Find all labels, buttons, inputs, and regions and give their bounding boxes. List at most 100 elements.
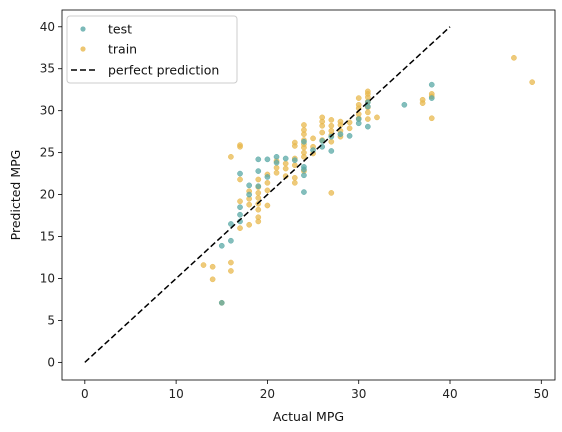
data-point-test: [246, 182, 253, 189]
legend-marker-test: [80, 26, 86, 32]
data-point-test: [218, 299, 225, 306]
data-point-test: [301, 189, 307, 195]
data-point-train: [246, 221, 253, 228]
data-point-train: [255, 176, 262, 183]
data-point-train: [291, 174, 298, 181]
data-point-train: [355, 101, 362, 108]
data-point-train: [511, 54, 517, 61]
data-point-train: [209, 276, 216, 283]
data-point-train: [328, 127, 335, 134]
data-point-test: [301, 138, 307, 145]
data-point-test: [264, 174, 271, 180]
data-point-test: [237, 211, 243, 218]
data-point-test: [218, 242, 225, 249]
data-point-train: [346, 119, 353, 126]
data-point-test: [255, 156, 262, 163]
data-point-test: [255, 168, 262, 174]
data-point-train: [364, 109, 371, 116]
axis-ticks: 0 10 20 30 40 50 0 5 10 15 20 25 30 35 40: [40, 20, 549, 401]
data-point-test: [237, 204, 243, 211]
y-tick-label: 35: [40, 62, 55, 76]
y-tick-label: 40: [40, 20, 55, 34]
data-point-test: [337, 131, 344, 138]
x-tick-label: 30: [351, 387, 366, 401]
data-point-test: [264, 156, 271, 163]
x-tick-label: 50: [534, 387, 549, 401]
data-point-train: [255, 190, 262, 196]
data-point-train: [364, 116, 371, 122]
data-point-test: [401, 101, 408, 108]
plot-frame: [61, 9, 556, 381]
perfect-prediction-line: [84, 26, 451, 363]
legend-label-test: test: [108, 22, 132, 37]
data-point-test: [228, 237, 234, 244]
data-point-train: [319, 129, 326, 136]
data-point-test: [291, 157, 298, 164]
y-tick-label: 0: [47, 355, 55, 369]
data-point-test: [301, 172, 307, 179]
data-point-train: [255, 214, 262, 221]
data-point-train: [419, 96, 426, 103]
data-point-train: [328, 190, 335, 196]
data-point-train: [328, 117, 335, 123]
data-point-train: [273, 164, 280, 171]
data-point-train: [237, 225, 243, 231]
legend: test train perfect prediction: [66, 15, 238, 84]
data-point-train: [264, 179, 271, 186]
y-tick-label: 5: [47, 313, 55, 327]
x-axis-label: Actual MPG: [273, 409, 344, 424]
y-tick-label: 20: [40, 188, 55, 202]
data-point-test: [273, 159, 280, 166]
legend-label-train: train: [108, 42, 137, 57]
data-point-train: [209, 263, 216, 270]
data-point-test: [428, 95, 435, 101]
plot-area: [61, 9, 556, 381]
x-tick-label: 40: [442, 387, 457, 401]
y-tick-label: 25: [40, 146, 55, 160]
data-point-train: [364, 88, 371, 95]
x-tick-label: 20: [260, 387, 275, 401]
data-point-test: [273, 153, 280, 160]
data-point-train: [355, 95, 362, 101]
data-point-train: [273, 169, 280, 176]
data-point-train: [529, 79, 536, 86]
data-point-test: [255, 183, 262, 190]
data-point-train: [319, 114, 326, 121]
data-point-train: [264, 187, 271, 194]
data-point-train: [255, 195, 262, 201]
data-point-test: [282, 155, 289, 162]
data-point-train: [228, 259, 234, 266]
data-point-train: [264, 202, 271, 209]
y-tick-label: 30: [40, 104, 55, 118]
data-point-train: [428, 115, 435, 122]
data-point-test: [246, 191, 253, 198]
data-point-train: [237, 142, 243, 148]
data-point-test: [301, 164, 307, 170]
data-point-train: [200, 262, 207, 268]
data-points: [200, 54, 536, 306]
y-tick-label: 15: [40, 230, 55, 244]
data-point-train: [301, 149, 307, 156]
data-point-train: [291, 139, 298, 146]
data-point-test: [328, 148, 335, 154]
data-point-train: [374, 114, 380, 121]
data-point-train: [228, 268, 234, 274]
data-point-train: [282, 160, 289, 167]
legend-marker-train: [80, 46, 86, 52]
data-point-test: [228, 221, 234, 227]
data-point-train: [328, 138, 335, 145]
data-point-test: [346, 133, 353, 139]
data-point-train: [255, 206, 262, 213]
data-point-test: [237, 170, 243, 177]
legend-label-perfect-prediction: perfect prediction: [108, 63, 219, 78]
data-point-test: [355, 116, 362, 122]
data-point-train: [301, 122, 307, 128]
data-point-train: [346, 125, 353, 132]
data-point-train: [291, 179, 298, 186]
data-point-train: [237, 176, 243, 183]
x-tick-label: 10: [168, 387, 183, 401]
data-point-test: [364, 123, 371, 130]
x-tick-label: 0: [81, 387, 89, 401]
data-point-train: [228, 153, 234, 160]
